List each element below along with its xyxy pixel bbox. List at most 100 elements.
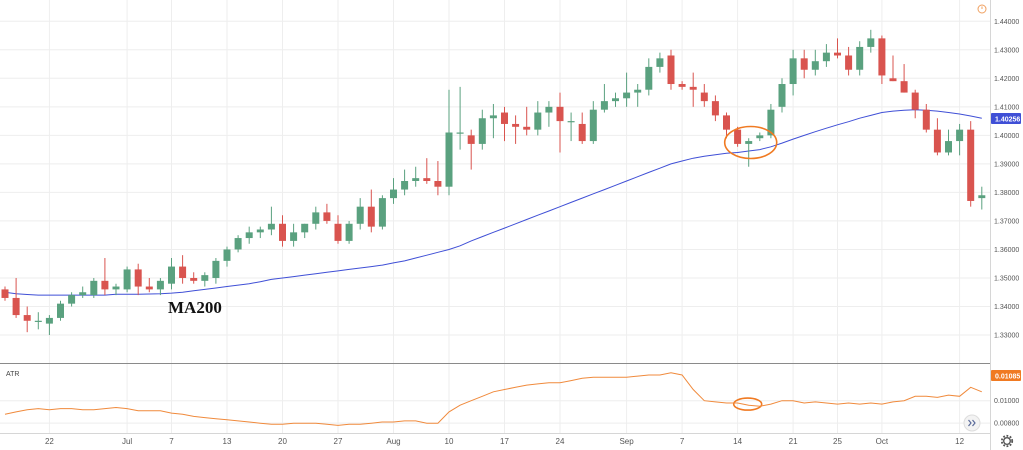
atr-title: ATR	[6, 371, 19, 378]
candle-up	[112, 283, 120, 296]
candle-up	[412, 166, 420, 187]
candle-down	[711, 95, 719, 122]
candle-up	[57, 300, 64, 321]
candle-body	[822, 52, 830, 62]
price-annotation-ellipse	[723, 125, 778, 160]
candle-body	[179, 266, 187, 278]
candle-down	[190, 272, 198, 284]
candle-body	[356, 206, 364, 224]
candle-down	[1, 286, 9, 301]
candle-up	[201, 272, 209, 287]
candle-body	[711, 101, 719, 116]
candle-body	[134, 269, 142, 287]
candle-body	[378, 198, 386, 227]
candle-body	[112, 286, 120, 290]
candle-up	[79, 286, 87, 298]
candle-body	[534, 112, 542, 130]
annotations	[723, 125, 778, 411]
candle-body	[334, 223, 342, 241]
candle-body	[667, 55, 675, 85]
candle-up	[390, 178, 397, 204]
candle-body	[256, 229, 264, 233]
candle-body	[412, 178, 420, 181]
double-chevron-right-icon	[968, 419, 976, 427]
candle-down	[323, 203, 331, 224]
atr-y-tick-label: 0.00800	[994, 421, 1019, 428]
price-badges: 1.40256 0.01085	[991, 113, 1021, 381]
candle-down	[689, 72, 697, 107]
candle-body	[545, 106, 553, 113]
candle-up	[301, 223, 309, 239]
candle-body	[234, 238, 242, 250]
candle-down	[423, 158, 431, 184]
candle-body	[678, 84, 686, 87]
candle-body	[434, 181, 442, 187]
candle-body	[933, 129, 941, 153]
candle-body	[367, 206, 375, 227]
candle-down	[501, 106, 508, 142]
atr-y-tick-label: 0.01000	[994, 398, 1019, 405]
ma200-line	[4, 109, 982, 296]
candle-down	[878, 35, 886, 85]
candle-down	[467, 129, 475, 170]
candle-up	[534, 101, 542, 136]
scroll-right-button[interactable]	[963, 414, 981, 432]
candle-up	[45, 315, 53, 336]
y-tick-label: 1.38000	[994, 190, 1019, 197]
candle-body	[90, 280, 98, 296]
candle-body	[512, 123, 520, 127]
candle-up	[756, 132, 764, 142]
candle-body	[978, 195, 986, 199]
candle-up	[234, 235, 242, 253]
atr-value-badge-text: 0.01085	[995, 374, 1020, 381]
candle-up	[168, 258, 175, 290]
candle-body	[212, 260, 220, 278]
candle-body	[423, 178, 431, 181]
candle-up	[156, 277, 164, 296]
candle-up	[656, 52, 664, 73]
candle-body	[101, 280, 109, 290]
candle-up	[312, 206, 320, 230]
candle-up	[600, 84, 608, 113]
candle-down	[434, 161, 442, 196]
candle-down	[911, 89, 919, 119]
x-tick-label: 12	[955, 437, 964, 446]
candle-up	[489, 103, 497, 139]
candle-up	[267, 206, 275, 236]
clock-icon[interactable]	[977, 4, 987, 14]
candle-body	[312, 212, 320, 224]
candle-down	[23, 306, 31, 333]
candle-body	[401, 181, 409, 190]
x-tick-label: 25	[833, 437, 842, 446]
candle-body	[867, 38, 875, 47]
y-tick-label: 1.35000	[994, 275, 1019, 282]
atr-value-badge	[991, 370, 1021, 381]
candle-body	[612, 98, 619, 102]
candle-up	[290, 223, 298, 247]
ma-price-badge-text: 1.40256	[995, 117, 1020, 124]
candle-down	[933, 118, 941, 156]
candle-up	[956, 123, 964, 156]
candle-up	[256, 226, 264, 239]
candle-up	[623, 72, 631, 107]
x-tick-label: Jul	[122, 437, 132, 446]
candle-body	[723, 115, 730, 130]
candle-body	[201, 275, 209, 281]
candle-body	[345, 223, 353, 241]
candle-up	[356, 198, 364, 230]
candle-body	[223, 249, 231, 261]
gear-icon[interactable]	[1000, 434, 1014, 448]
candle-up	[589, 101, 597, 144]
candle-body	[645, 66, 653, 90]
candle-body	[589, 109, 597, 142]
candle-down	[845, 46, 853, 76]
candle-body	[45, 317, 53, 324]
candle-body	[290, 232, 298, 241]
candle-body	[467, 135, 475, 144]
candle-up	[822, 44, 830, 67]
candle-body	[956, 129, 964, 142]
candle-down	[523, 106, 531, 136]
y-tick-label: 1.36000	[994, 247, 1019, 254]
candle-body	[245, 232, 253, 239]
